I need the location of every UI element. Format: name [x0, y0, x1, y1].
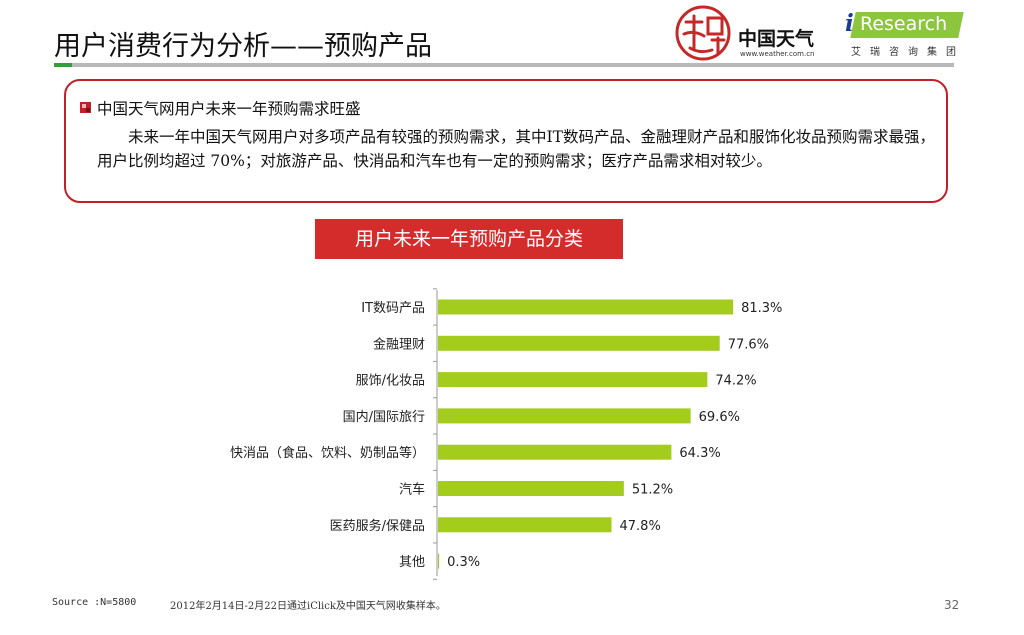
footer-source: Source :N=5800 [52, 597, 137, 608]
bar-4 [438, 408, 691, 424]
summary-box: 中国天气网用户未来一年预购需求旺盛 未来一年中国天气网用户对多项产品有较强的预购… [64, 79, 948, 203]
summary-body: 未来一年中国天气网用户对多项产品有较强的预购需求，其中IT数码产品、金融理财产品… [97, 128, 935, 170]
bar-1 [438, 299, 734, 315]
category-label: 汽车 [399, 482, 425, 498]
bar-6 [438, 481, 624, 496]
chart-title: 用户未来一年预购产品分类 [315, 219, 623, 259]
value-label: 0.3% [447, 555, 480, 570]
bar-2 [438, 335, 720, 351]
category-label: 国内/国际旅行 [343, 409, 425, 425]
footer-note: 2012年2月14日-2月22日通过iClick及中国天气网收集样本。 [170, 601, 446, 612]
category-label: 金融理财 [373, 336, 425, 352]
bar-3 [438, 372, 708, 388]
value-label: 64.3% [679, 446, 720, 461]
iresearch-logo-text: Research [860, 13, 948, 35]
title-underline-accent [54, 63, 72, 67]
category-label: 医药服务/保健品 [330, 518, 425, 534]
china-weather-name: 中国天气 [738, 28, 815, 50]
iresearch-logo: i Research 艾瑞咨询集团 [843, 10, 968, 58]
bar-5 [438, 444, 672, 460]
bar-chart: IT数码产品 81.3% 金融理财 77.6% 服饰/化妆品 74.2% 国内/国际旅行 69… [230, 288, 782, 580]
bar-7 [438, 517, 612, 533]
value-label: 74.2% [715, 374, 756, 389]
title-underline [54, 63, 954, 67]
bar-8 [438, 553, 440, 569]
category-label: 快消品（食品、饮料、奶制品等） [230, 445, 425, 461]
value-label: 81.3% [741, 301, 782, 316]
china-weather-logo: 中国天气 www.weather.com.cn [672, 4, 830, 62]
category-label: 服饰/化妆品 [356, 374, 425, 389]
value-label: 69.6% [699, 410, 740, 425]
iresearch-logo-subtitle: 艾瑞咨询集团 [851, 47, 965, 58]
summary-heading: 中国天气网用户未来一年预购需求旺盛 [97, 100, 361, 118]
bullet-icon [80, 102, 91, 113]
seal-icon [675, 5, 731, 61]
iresearch-logo-i: i [845, 10, 854, 37]
value-label: 47.8% [620, 519, 661, 534]
category-label: 其他 [399, 555, 425, 570]
china-weather-url: www.weather.com.cn [740, 50, 815, 58]
category-label: IT数码产品 [361, 301, 425, 316]
page-number: 32 [944, 598, 960, 612]
page-title: 用户消费行为分析——预购产品 [54, 31, 432, 62]
value-label: 51.2% [632, 483, 673, 498]
value-label: 77.6% [728, 337, 769, 352]
